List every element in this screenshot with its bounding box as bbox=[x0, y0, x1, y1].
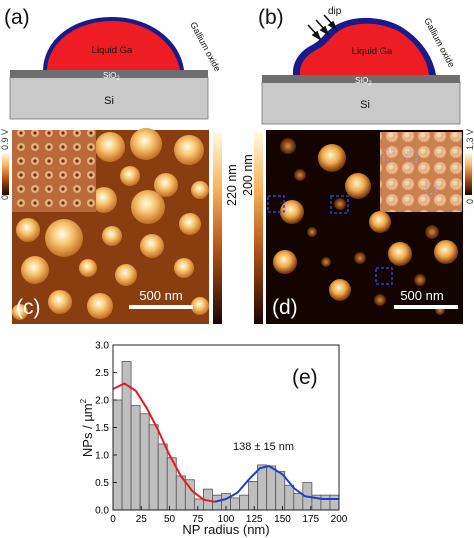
fit-curve-peak bbox=[214, 465, 339, 503]
inset-colorbar-top-label: 0.9 V bbox=[0, 129, 10, 150]
panel-e: 0 25 50 75 100 125 150 175 200 0.0 0.5 1.0 1.5 2.0 2.… bbox=[79, 341, 348, 538]
panel-c: 0.9 V 0 (c) 500 nm bbox=[0, 128, 209, 324]
inset-highlight-boxes bbox=[382, 149, 437, 195]
height-colorbar-label: 220 nm bbox=[225, 164, 239, 206]
y-axis-label: NPs / µm2 bbox=[79, 398, 95, 457]
liquid-gallium-droplet bbox=[47, 21, 180, 70]
scale-bar bbox=[394, 305, 458, 309]
histogram-bar bbox=[239, 494, 249, 511]
histogram-bar bbox=[320, 494, 331, 511]
height-colorbar-c: 220 nm bbox=[213, 132, 239, 324]
scale-bar-label: 500 nm bbox=[139, 288, 182, 303]
highlight-boxes bbox=[267, 195, 393, 285]
panel-a-letter: (a) bbox=[4, 6, 30, 29]
dip-label: dip bbox=[328, 6, 342, 17]
x-tick-label: 150 bbox=[274, 514, 291, 525]
histogram-bar bbox=[284, 484, 295, 511]
y-tick-label: 2.5 bbox=[95, 368, 109, 379]
histogram-bar bbox=[130, 405, 141, 511]
histogram-bar bbox=[230, 497, 240, 511]
nanoparticles bbox=[273, 138, 458, 315]
peak-annotation: 138 ± 15 nm bbox=[233, 441, 294, 453]
liquid-gallium-droplet bbox=[299, 23, 429, 75]
inset-colorbar bbox=[2, 153, 9, 195]
sio2-label: SiO2 bbox=[103, 71, 120, 82]
y-axis-ticks: 0.0 0.5 1.0 1.5 2.0 2.5 3.0 bbox=[95, 341, 117, 517]
histogram-bar bbox=[329, 494, 340, 511]
panel-c-letter: (c) bbox=[16, 296, 41, 319]
panel-b: (b) dip Liquid Ga Gallium oxide SiO2 Si bbox=[258, 6, 461, 125]
x-tick-label: 75 bbox=[192, 514, 204, 525]
x-tick-label: 200 bbox=[331, 514, 348, 525]
panel-d-letter: (d) bbox=[272, 296, 298, 319]
inset-colorbar bbox=[465, 153, 472, 195]
x-tick-label: 50 bbox=[164, 514, 176, 525]
kpfm-inset bbox=[12, 130, 96, 212]
kpfm-inset bbox=[380, 132, 462, 212]
inset-colorbar-top-label: 1.3 V bbox=[465, 129, 474, 150]
panel-d: (d) 500 nm bbox=[266, 130, 463, 324]
fit-curve-low bbox=[112, 382, 215, 503]
height-colorbar-label: 200 nm bbox=[241, 154, 255, 196]
panel-b-letter: (b) bbox=[258, 6, 284, 29]
y-tick-label: 0.0 bbox=[95, 506, 109, 517]
panel-e-letter: (e) bbox=[292, 366, 318, 389]
histogram-bar bbox=[148, 424, 159, 511]
colorbar bbox=[254, 132, 263, 324]
histogram-bar bbox=[193, 498, 204, 511]
inset-colorbar-bottom-label: 0 bbox=[0, 195, 10, 200]
scale-bar-label: 500 nm bbox=[400, 288, 443, 303]
histogram-bar bbox=[275, 471, 286, 511]
y-tick-label: 1.0 bbox=[95, 451, 109, 462]
si-label: Si bbox=[104, 95, 114, 107]
liquid-ga-label: Liquid Ga bbox=[92, 45, 133, 56]
nanoparticles bbox=[12, 128, 209, 320]
x-tick-label: 25 bbox=[136, 514, 148, 525]
sio2-layer bbox=[262, 75, 460, 83]
dip-arrows-icon bbox=[307, 14, 338, 41]
si-substrate bbox=[9, 76, 209, 120]
x-tick-label: 100 bbox=[218, 514, 235, 525]
y-tick-label: 2.0 bbox=[95, 396, 109, 407]
scale-bar bbox=[129, 305, 193, 309]
x-axis-label: NP radius (nm) bbox=[182, 522, 269, 537]
inset-colorbar-bottom-label: 0 bbox=[465, 199, 474, 204]
histogram-bar bbox=[157, 443, 168, 511]
sio2-layer bbox=[10, 70, 208, 78]
panel-a: (a) Liquid Ga Gallium oxide SiO2 Si bbox=[4, 6, 223, 120]
y-tick-label: 3.0 bbox=[95, 341, 109, 352]
histogram-bar bbox=[293, 493, 304, 511]
histogram-bar bbox=[248, 480, 259, 511]
x-tick-label: 125 bbox=[246, 514, 263, 525]
histogram-bar bbox=[266, 465, 277, 511]
liquid-ga-label: Liquid Ga bbox=[352, 46, 393, 57]
x-tick-label: 0 bbox=[110, 514, 116, 525]
y-tick-label: 1.5 bbox=[95, 423, 109, 434]
histogram-bar bbox=[257, 464, 268, 511]
histogram-bar bbox=[139, 413, 150, 511]
y-tick-label: 0.5 bbox=[95, 478, 109, 489]
colorbar bbox=[213, 132, 222, 324]
x-axis-ticks: 0 25 50 75 100 125 150 175 200 bbox=[110, 506, 348, 525]
inset-colorbar-d: 1.3 V 0 bbox=[465, 129, 474, 204]
gallium-oxide-label: Gallium oxide bbox=[188, 20, 222, 73]
height-colorbar-d: 200 nm bbox=[241, 132, 263, 324]
sio2-label: SiO2 bbox=[355, 76, 372, 87]
x-tick-label: 175 bbox=[302, 514, 319, 525]
si-label: Si bbox=[360, 99, 370, 111]
